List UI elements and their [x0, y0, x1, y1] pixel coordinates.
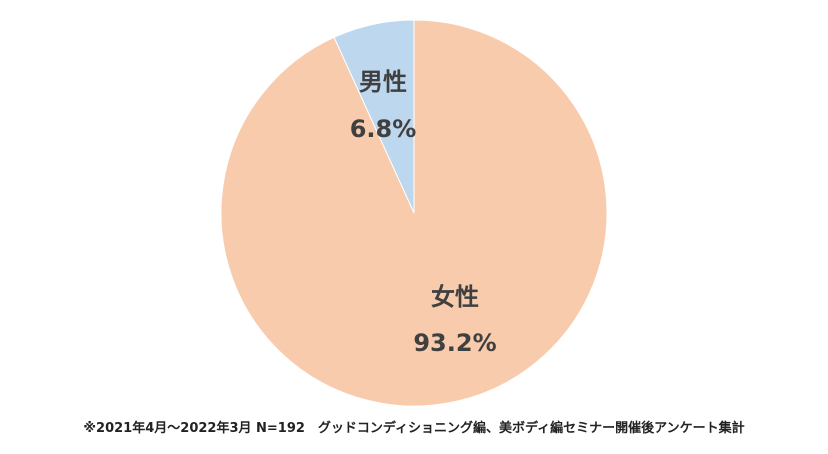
pie-labels: 男性 6.8% 女性 93.2%	[350, 68, 497, 357]
slice-category-label: 男性	[359, 68, 407, 96]
slice-category-label: 女性	[431, 283, 479, 311]
slice-value-label: 6.8%	[350, 115, 417, 143]
footnote: ※2021年4月～2022年3月 N=192 グッドコンディショニング編、美ボデ…	[83, 421, 745, 436]
slice-female	[220, 19, 608, 407]
pie-chart-svg: 男性 6.8% 女性 93.2%	[220, 19, 608, 407]
slice-value-label: 93.2%	[413, 329, 496, 357]
pie-slices	[220, 19, 608, 407]
